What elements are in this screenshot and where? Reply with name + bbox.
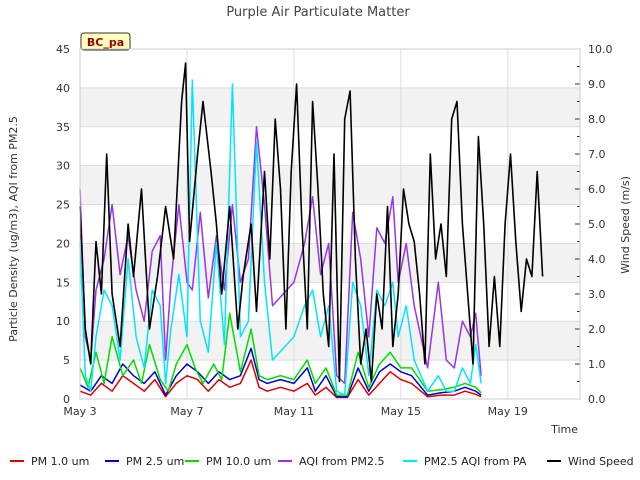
y2-axis-ticks: 0.0 1.0 2.0 3.0 4.0 5.0 6.0 7.0 8.0 9.0 10.0 <box>575 43 613 406</box>
series-line-5 <box>79 62 544 383</box>
y2-tick-label: 1.0 <box>588 358 606 371</box>
y-tick-label: 45 <box>56 43 70 56</box>
legend-label-0: PM 1.0 um <box>31 455 89 468</box>
legend: PM 1.0 um PM 2.5 um PM 10.0 um AQI from PM2… <box>10 455 634 468</box>
x-tick-label: May 11 <box>274 405 314 418</box>
series-line-1 <box>79 347 482 398</box>
y2-tick-label: 7.0 <box>588 148 606 161</box>
y-axis-ticks: 0 5 10 15 20 25 30 35 40 45 <box>56 43 70 406</box>
series-line-4 <box>79 79 482 396</box>
legend-label-4: PM2.5 AQI from PA <box>424 455 527 468</box>
y2-tick-label: 2.0 <box>588 323 606 336</box>
station-badge-box <box>80 32 131 51</box>
series-line-3 <box>79 126 482 385</box>
chart-title: Purple Air Particulate Matter <box>226 5 410 20</box>
legend-label-2: PM 10.0 um <box>206 455 271 468</box>
x-tick-label: May 15 <box>381 405 421 418</box>
y2-tick-label: 4.0 <box>588 253 606 266</box>
y-tick-label: 40 <box>56 82 70 95</box>
y-tick-label: 5 <box>63 354 70 367</box>
station-badge: BC_pa <box>80 32 131 51</box>
y-axis-title: Particle Density (ug/m3), AQI from PM2.5 <box>7 116 20 342</box>
y2-tick-label: 0.0 <box>588 393 606 406</box>
y2-tick-label: 8.0 <box>588 113 606 126</box>
legend-label-5: Wind Speed <box>568 455 634 468</box>
x-tick-label: May 19 <box>488 405 528 418</box>
x-axis-ticks: May 3 May 7 May 11 May 15 May 19 <box>63 405 528 418</box>
y-tick-label: 25 <box>56 199 70 212</box>
y-tick-label: 30 <box>56 160 70 173</box>
legend-label-1: PM 2.5 um <box>126 455 184 468</box>
y-tick-label: 0 <box>63 393 70 406</box>
y2-tick-label: 10.0 <box>588 43 613 56</box>
x-tick-label: May 7 <box>170 405 203 418</box>
series-group <box>79 62 544 399</box>
y-tick-label: 20 <box>56 237 70 250</box>
y2-tick-label: 5.0 <box>588 218 606 231</box>
series-line-2 <box>79 312 482 396</box>
y-tick-label: 35 <box>56 121 70 134</box>
plot-frame <box>79 48 581 400</box>
x-axis-title: Time <box>550 423 578 436</box>
station-badge-label: BC_pa <box>87 36 124 49</box>
y-tick-label: 10 <box>56 315 70 328</box>
plot-band <box>80 87 580 127</box>
y2-tick-label: 9.0 <box>588 78 606 91</box>
legend-label-3: AQI from PM2.5 <box>299 455 384 468</box>
y2-tick-label: 6.0 <box>588 183 606 196</box>
y2-tick-label: 3.0 <box>588 288 606 301</box>
y-tick-label: 15 <box>56 276 70 289</box>
y2-axis-title: Wind Speed (m/s) <box>619 176 632 274</box>
series-line-0 <box>79 359 482 399</box>
x-tick-label: May 3 <box>63 405 96 418</box>
plot-band <box>80 165 580 205</box>
